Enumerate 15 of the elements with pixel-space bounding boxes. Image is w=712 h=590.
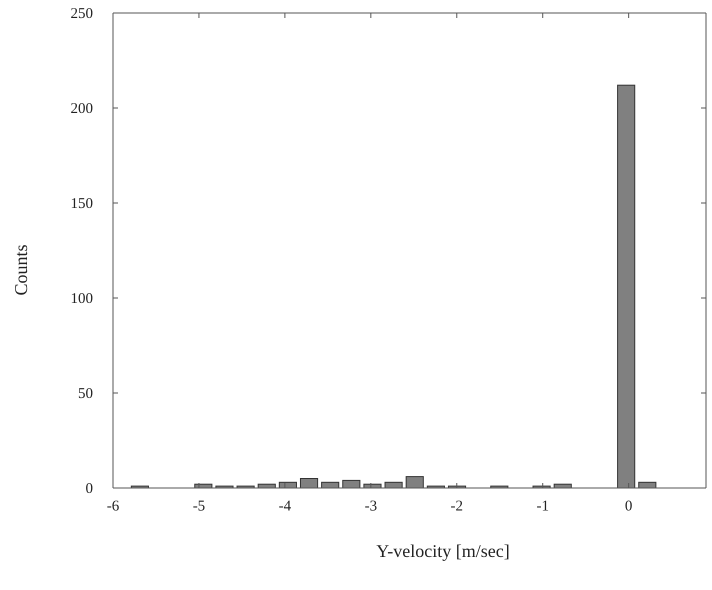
y-tick-label: 100	[70, 290, 93, 307]
y-axis-title: Counts	[11, 244, 31, 296]
x-tick-label: -6	[106, 498, 120, 515]
x-tick-label: -5	[192, 498, 206, 515]
y-tick-label: 150	[70, 196, 93, 212]
x-tick-label: -1	[536, 498, 549, 515]
y-tick-label: 250	[70, 6, 93, 22]
x-tick-label: -4	[278, 498, 292, 515]
y-tick-label: 50	[78, 386, 93, 402]
x-tick-label: 0	[624, 498, 632, 515]
y-tick-label: 200	[70, 100, 93, 117]
x-tick-label: -3	[364, 498, 378, 515]
x-tick-label: -2	[450, 498, 464, 515]
x-axis-title: Y-velocity [m/sec]	[376, 541, 510, 561]
y-tick-label: 0	[86, 480, 93, 497]
